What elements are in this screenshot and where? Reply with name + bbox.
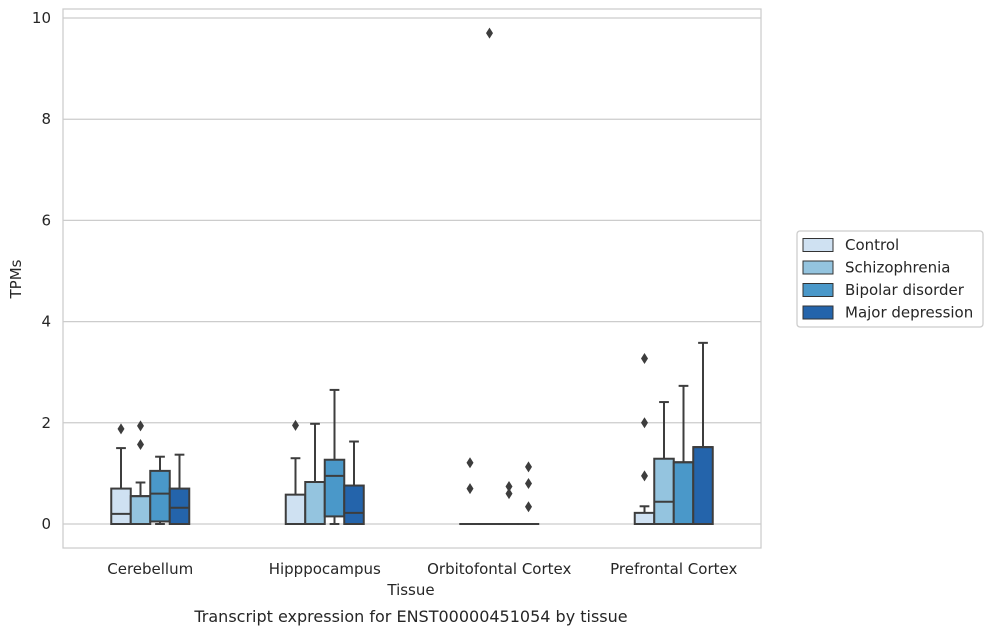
legend-swatch [802, 260, 834, 275]
box-body [110, 487, 132, 525]
outlier-point [641, 417, 648, 429]
x-tick-label: Orbitofontal Cortex [427, 560, 571, 578]
box-body [323, 458, 346, 518]
x-tick-label: Cerebellum [107, 560, 193, 578]
legend-label: Schizophrenia [845, 259, 950, 277]
y-axis-ticks: 0 2 4 6 8 10 [32, 9, 51, 533]
outlier-point [525, 478, 532, 490]
box-bipolar-disorder-1 [323, 388, 346, 525]
plot-frame [62, 8, 762, 549]
outlier-point [137, 420, 144, 432]
outlier-point [505, 488, 513, 500]
legend-label: Control [845, 236, 899, 254]
legend: Control Schizophrenia Bipolar disorder Majo… [796, 230, 984, 328]
legend-label: Bipolar disorder [845, 281, 965, 299]
y-tick-label: 10 [32, 9, 51, 27]
outlier-point [466, 483, 474, 495]
box-body [633, 511, 656, 525]
box-body [149, 469, 171, 523]
legend-label: Major depression [845, 304, 973, 322]
box-control-3 [633, 353, 656, 525]
gridlines [63, 17, 761, 525]
box-body [168, 487, 191, 525]
legend-swatch [802, 238, 834, 252]
box-major-depression-2 [517, 461, 540, 526]
y-tick-label: 2 [41, 414, 51, 432]
box-schizophrenia-2 [478, 27, 501, 526]
box-major-depression-0 [168, 453, 191, 525]
y-axis-label: TPMs [7, 259, 25, 299]
box-body [692, 446, 714, 526]
box-control-1 [284, 419, 307, 526]
box-control-2 [459, 457, 481, 526]
x-tick-label: Prefrontal Cortex [610, 560, 737, 578]
box-body [672, 461, 695, 526]
legend-frame [796, 230, 984, 328]
box-schizophrenia-1 [304, 422, 326, 526]
box-body [284, 493, 307, 526]
outlier-point [641, 470, 648, 482]
box-bipolar-disorder-0 [149, 455, 171, 525]
box-schizophrenia-0 [129, 420, 152, 526]
y-tick-label: 0 [41, 515, 51, 533]
y-tick-label: 4 [41, 313, 51, 331]
y-tick-label: 8 [41, 110, 51, 128]
box-control-0 [110, 423, 132, 525]
box-schizophrenia-3 [653, 401, 675, 526]
legend-swatch [802, 283, 834, 297]
y-tick-label: 6 [41, 211, 51, 229]
box-body [343, 484, 365, 526]
outlier-point [137, 439, 144, 451]
box-bipolar-disorder-3 [672, 384, 695, 526]
chart-caption: Transcript expression for ENST0000045105… [193, 607, 627, 626]
outlier-point [486, 27, 493, 39]
box-body [304, 481, 326, 526]
outlier-point [292, 419, 299, 431]
outlier-point [117, 423, 125, 435]
outlier-point [525, 461, 532, 473]
box-body [129, 495, 152, 526]
box-groups [110, 27, 714, 526]
box-bipolar-disorder-2 [498, 481, 520, 526]
outlier-point [466, 457, 474, 469]
outlier-point [641, 353, 648, 365]
outlier-point [525, 501, 532, 513]
x-axis-ticks: Cerebellum Hipppocampus Orbitofontal Corte… [107, 560, 737, 578]
outlier-point [505, 481, 513, 493]
x-axis-label: Tissue [386, 581, 434, 599]
box-major-depression-3 [692, 341, 714, 526]
box-body [653, 457, 675, 526]
box-major-depression-1 [343, 440, 365, 526]
x-tick-label: Hipppocampus [269, 560, 381, 578]
legend-swatch [802, 305, 834, 320]
